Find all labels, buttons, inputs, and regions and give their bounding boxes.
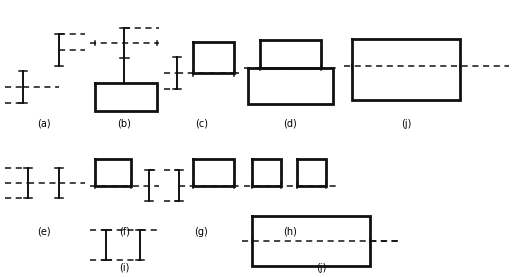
Text: (h): (h) <box>284 227 297 237</box>
Text: (c): (c) <box>195 119 208 129</box>
Text: (a): (a) <box>37 119 50 129</box>
Text: (j): (j) <box>316 263 326 273</box>
Text: (b): (b) <box>118 119 131 129</box>
Text: (d): (d) <box>284 119 297 129</box>
Text: (f): (f) <box>119 227 130 237</box>
Text: (i): (i) <box>119 263 130 273</box>
Text: (g): (g) <box>195 227 208 237</box>
Text: (e): (e) <box>37 227 50 237</box>
Text: (j): (j) <box>401 119 411 129</box>
